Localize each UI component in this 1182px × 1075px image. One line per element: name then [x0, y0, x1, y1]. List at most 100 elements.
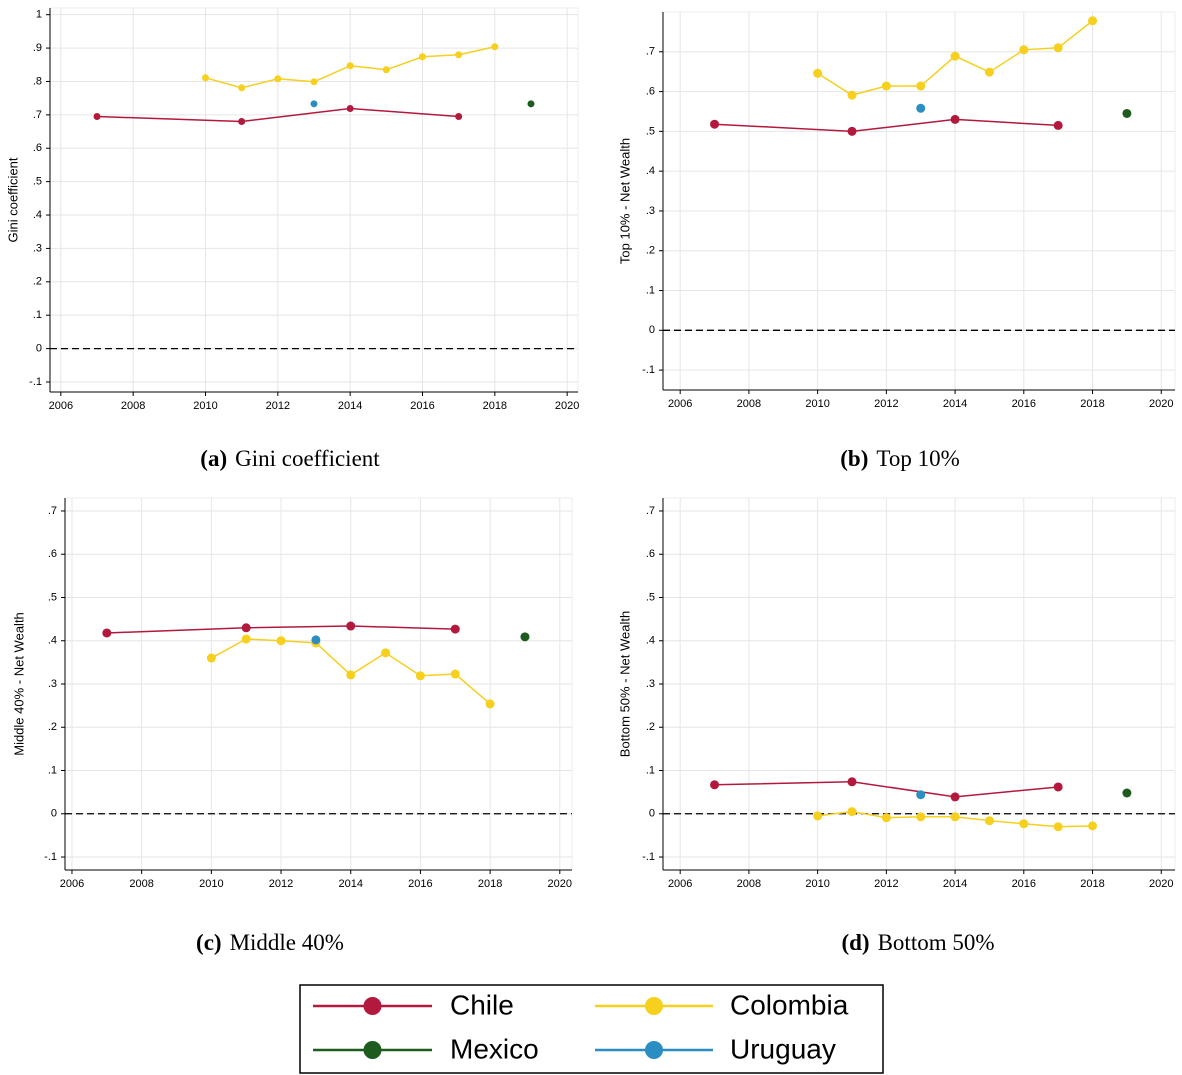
- data-point: [1122, 108, 1132, 118]
- caption-text: Bottom 50%: [878, 930, 995, 955]
- y-axis-label: Top 10% - Net Wealth: [617, 138, 632, 264]
- y-tick-label: .5: [33, 176, 42, 188]
- series-line: [106, 625, 456, 634]
- caption-text: Gini coefficient: [235, 446, 380, 471]
- data-point: [1019, 819, 1029, 829]
- x-tick-label: 2008: [121, 400, 145, 412]
- x-tick-label: 2012: [874, 878, 898, 890]
- data-point: [813, 811, 823, 821]
- data-point: [450, 669, 460, 679]
- x-tick-label: 2018: [1080, 398, 1104, 410]
- data-point: [1122, 788, 1132, 798]
- data-point: [381, 648, 391, 658]
- y-axis-label: Middle 40% - Net Wealth: [11, 612, 26, 756]
- caption-label: (c): [196, 930, 222, 955]
- data-point: [520, 632, 530, 642]
- data-point: [847, 90, 857, 100]
- data-point: [276, 636, 286, 646]
- x-tick-label: 2010: [193, 400, 217, 412]
- data-point: [1053, 120, 1063, 130]
- legend-marker: [645, 997, 663, 1015]
- data-point: [710, 119, 720, 129]
- legend-marker: [363, 1041, 382, 1059]
- data-point: [984, 816, 994, 826]
- data-point: [984, 67, 994, 77]
- data-point: [274, 75, 282, 83]
- y-tick-label: .7: [33, 109, 42, 121]
- data-point: [346, 62, 354, 70]
- data-point: [491, 43, 499, 51]
- x-tick-label: 2016: [1012, 398, 1036, 410]
- caption-text: Middle 40%: [230, 930, 344, 955]
- legend-marker: [363, 997, 382, 1015]
- y-tick-label: .5: [646, 591, 655, 603]
- data-point: [455, 51, 463, 59]
- data-point: [881, 81, 891, 91]
- series-line: [714, 118, 1059, 133]
- x-tick-label: 2010: [199, 878, 223, 890]
- x-tick-label: 2014: [943, 878, 967, 890]
- y-tick-label: .9: [33, 42, 42, 54]
- y-tick-label: .8: [33, 75, 42, 87]
- caption-label: (b): [840, 446, 868, 471]
- y-tick-label: -.1: [642, 851, 655, 863]
- y-tick-label: .1: [33, 309, 42, 321]
- y-tick-label: .4: [33, 209, 42, 221]
- x-tick-label: 2008: [129, 878, 153, 890]
- data-point: [455, 113, 463, 121]
- y-tick-label: .6: [646, 548, 655, 560]
- x-tick-label: 2014: [338, 400, 362, 412]
- data-point: [206, 653, 216, 663]
- y-tick-label: -.1: [29, 376, 42, 388]
- data-point: [847, 777, 857, 787]
- x-tick-label: 2020: [555, 400, 579, 412]
- data-point: [916, 81, 926, 91]
- plot-area: [662, 11, 1176, 391]
- y-tick-label: 0: [36, 342, 42, 354]
- y-tick-label: .1: [646, 764, 655, 776]
- legend-label: Uruguay: [730, 1033, 836, 1064]
- y-tick-label: .4: [646, 635, 655, 647]
- y-tick-label: .4: [646, 165, 655, 177]
- x-tick-label: 2010: [805, 398, 829, 410]
- y-tick-label: .5: [646, 125, 655, 137]
- caption-text: Top 10%: [876, 446, 959, 471]
- data-point: [202, 74, 210, 82]
- data-point: [346, 670, 356, 680]
- x-tick-label: 2016: [1012, 878, 1036, 890]
- data-point: [1088, 821, 1098, 831]
- caption-label: (d): [841, 930, 869, 955]
- legend-marker: [645, 1041, 663, 1059]
- x-tick-label: 2008: [737, 878, 761, 890]
- y-tick-label: .2: [48, 721, 57, 733]
- y-tick-label: .2: [646, 721, 655, 733]
- y-tick-label: .3: [48, 678, 57, 690]
- y-tick-label: .6: [646, 85, 655, 97]
- data-point: [813, 68, 823, 78]
- y-tick-label: .7: [646, 46, 655, 58]
- x-tick-label: 2014: [338, 878, 362, 890]
- series-line: [96, 107, 459, 123]
- x-tick-label: 2012: [874, 398, 898, 410]
- x-tick-label: 2018: [1080, 878, 1104, 890]
- y-tick-label: .2: [33, 276, 42, 288]
- data-point: [238, 118, 246, 126]
- y-tick-label: 1: [36, 9, 42, 21]
- data-point: [881, 813, 891, 823]
- legend-label: Colombia: [730, 989, 849, 1020]
- y-tick-label: .7: [48, 505, 57, 517]
- x-tick-label: 2018: [478, 878, 502, 890]
- data-point: [310, 100, 318, 108]
- y-tick-label: .1: [646, 284, 655, 296]
- legend-box: [299, 984, 884, 1074]
- y-tick-label: 0: [51, 808, 57, 820]
- y-tick-label: .4: [48, 635, 57, 647]
- caption: (d) Bottom 50%: [841, 930, 994, 955]
- caption: (a) Gini coefficient: [200, 446, 380, 471]
- y-tick-label: -.1: [642, 364, 655, 376]
- y-axis-label: Gini coefficient: [5, 157, 20, 242]
- data-point: [527, 100, 535, 108]
- plot-area: [49, 7, 579, 393]
- x-tick-label: 2006: [668, 398, 692, 410]
- x-tick-label: 2020: [548, 878, 572, 890]
